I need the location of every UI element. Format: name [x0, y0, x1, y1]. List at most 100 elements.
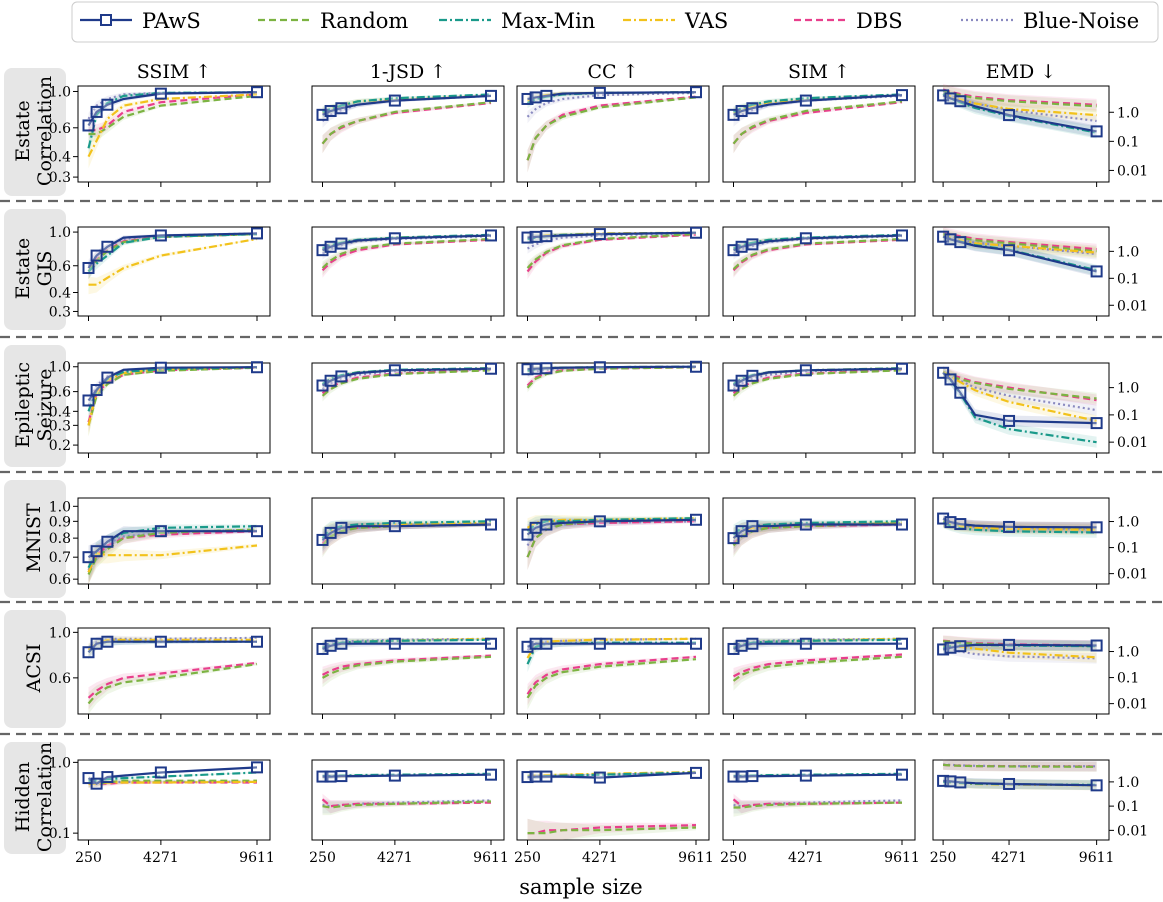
y-tick-label: 1.0: [49, 360, 71, 376]
paws-marker: [484, 637, 497, 650]
band-dbs: [88, 661, 257, 710]
row-label-text: Correlation: [34, 742, 56, 852]
paws-marker: [335, 637, 348, 650]
paws-marker: [746, 770, 759, 783]
paws-marker: [388, 232, 401, 245]
y-tick-label: 0.4: [49, 404, 71, 420]
paws-marker: [937, 89, 950, 102]
legend-label: DBS: [856, 9, 903, 33]
band-max-min: [322, 93, 491, 118]
paws-marker: [484, 518, 497, 531]
paws-marker: [593, 515, 606, 528]
series-blue-noise: [526, 91, 697, 118]
band-blue-noise: [733, 637, 902, 654]
plot-area: [722, 85, 916, 183]
y-tick-label: 0.1: [1117, 671, 1139, 687]
series-vas: [87, 638, 257, 651]
paws-marker: [593, 86, 606, 99]
panel-sim-row4: [722, 627, 916, 719]
paws-marker: [1003, 638, 1016, 651]
plot-area: [77, 226, 271, 317]
series-max-min: [733, 93, 903, 113]
x-tick-label: 250: [309, 850, 336, 866]
paws-marker: [101, 635, 114, 648]
paws-marker: [735, 525, 748, 538]
paws-marker: [521, 640, 534, 653]
band-blue-noise: [322, 522, 491, 554]
paws-marker: [954, 640, 967, 653]
row-label-text: ACSI: [23, 644, 45, 694]
series-paws: [942, 235, 1097, 273]
paws-marker: [82, 261, 95, 274]
panel-jsd-row3: [311, 497, 505, 589]
y-tick-label: 0.8: [49, 531, 71, 547]
series-random: [88, 94, 258, 136]
paws-marker: [1090, 417, 1103, 430]
paws-marker: [101, 535, 114, 548]
plot-area: [722, 497, 916, 585]
x-tick-label: 4271: [991, 850, 1027, 866]
panel-cc-row2: [516, 360, 710, 458]
paws-marker: [937, 366, 950, 379]
series-vas: [321, 521, 492, 539]
band-dbs: [322, 654, 491, 684]
series-dbs: [88, 93, 258, 132]
paws-marker: [90, 777, 103, 790]
paws-marker: [250, 761, 263, 774]
paws-marker: [324, 240, 337, 253]
x-tick-label: 4271: [582, 850, 618, 866]
plot-area: [311, 85, 505, 183]
series-random: [527, 826, 697, 835]
y-tick-label: 0.01: [1117, 697, 1148, 713]
y-tick-label: 0.3: [49, 418, 71, 434]
series-random: [526, 366, 697, 389]
series-max-min: [87, 233, 258, 273]
row-label-box: [4, 68, 66, 196]
paws-marker: [1003, 109, 1016, 122]
series-paws: [943, 779, 1097, 787]
paws-marker: [937, 774, 950, 787]
paws-marker: [529, 230, 542, 243]
paws-marker: [521, 92, 534, 105]
paws-marker: [727, 770, 740, 783]
panel-emd-row3: 1.0 0.1 0.01: [932, 497, 1148, 589]
row-label-text: Seizure: [34, 369, 56, 442]
row-label-text: GIS: [34, 251, 56, 287]
series-vas: [942, 371, 1097, 422]
paws-marker: [746, 520, 759, 533]
paws-marker: [735, 639, 748, 652]
x-tick-label: 250: [514, 850, 541, 866]
series-paws: [322, 94, 492, 116]
paws-marker: [484, 229, 497, 242]
series-paws: [733, 642, 902, 651]
panel-jsd-row4: [311, 627, 505, 719]
band-random: [733, 521, 902, 558]
paws-marker: [335, 521, 348, 534]
paws-marker: [1090, 265, 1103, 278]
paws-marker: [316, 642, 329, 655]
paws-marker: [937, 230, 950, 243]
row-label-text: MNIST: [23, 503, 45, 573]
paws-marker: [1003, 244, 1016, 257]
panel-cc-row1: [516, 226, 710, 321]
paws-marker: [324, 770, 337, 783]
series-paws: [942, 371, 1097, 425]
panel-cc-row0: [516, 85, 710, 187]
paws-marker: [335, 237, 348, 250]
paws-marker: [944, 775, 957, 788]
band-max-min: [733, 93, 902, 118]
band-dbs: [527, 234, 696, 280]
paws-marker: [529, 521, 542, 534]
band-dbs: [527, 818, 696, 840]
paws-marker: [154, 361, 167, 374]
panel-sim-row0: [722, 85, 916, 187]
paws-marker: [540, 230, 553, 243]
plot-area: [932, 627, 1110, 715]
series-paws: [732, 523, 902, 539]
series-paws: [527, 231, 697, 239]
y-tick-label: 1.0: [49, 755, 71, 771]
paws-marker: [154, 635, 167, 648]
x-tick-label: 9611: [1079, 850, 1115, 866]
y-tick-label: 0.1: [49, 826, 71, 842]
series-random: [87, 663, 258, 705]
